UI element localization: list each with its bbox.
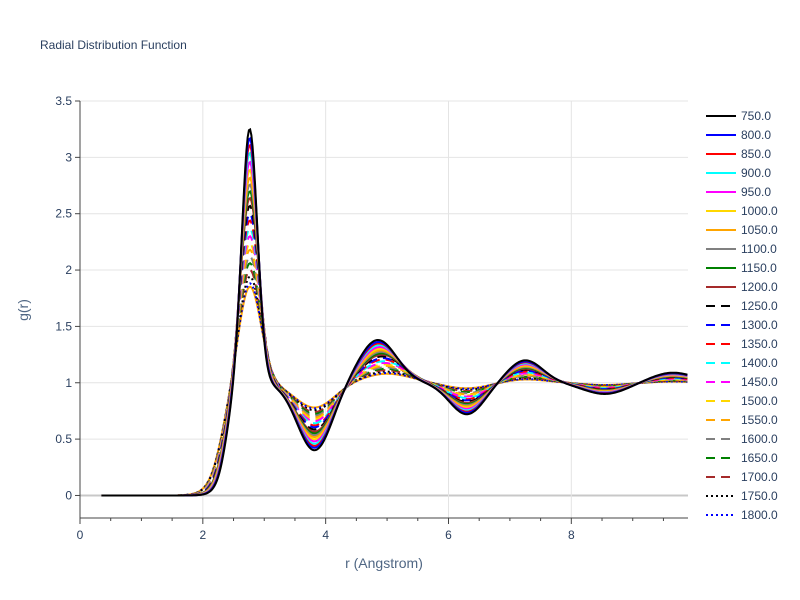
legend-label: 1650.0: [741, 451, 778, 465]
legend-label: 1700.0: [741, 470, 778, 484]
x-tick-label: 4: [322, 528, 329, 542]
axis-layer: 0 0.5 1 1.5 2 2.5 3 3.5 0 2 4 6 8: [55, 94, 688, 542]
series-line-1250.0: [101, 204, 688, 497]
legend-label: 950.0: [741, 185, 771, 199]
series-line-1050.0: [101, 176, 688, 497]
grid-layer: [80, 100, 688, 518]
legend-item[interactable]: 1500.0: [706, 394, 778, 408]
series-line-1600.0: [101, 255, 688, 497]
legend-label: 1400.0: [741, 356, 778, 370]
legend-label: 900.0: [741, 166, 771, 180]
x-tick-label: 2: [199, 528, 206, 542]
y-tick-label: 1.5: [55, 319, 72, 333]
legend-item[interactable]: 850.0: [706, 147, 771, 161]
y-tick-label: 0: [65, 488, 72, 502]
legend-label: 1600.0: [741, 432, 778, 446]
x-axis-title: r (Angstrom): [345, 555, 423, 571]
series-line-800.0: [101, 136, 688, 497]
legend-item[interactable]: 1250.0: [706, 299, 778, 313]
legend-item[interactable]: 1150.0: [706, 261, 777, 275]
legend-item[interactable]: 1400.0: [706, 356, 778, 370]
x-tick-label: 0: [77, 528, 84, 542]
series-line-1000.0: [101, 168, 688, 497]
legend-item[interactable]: 750.0: [706, 109, 771, 123]
legend-label: 1250.0: [741, 299, 778, 313]
series-line-750.0: [101, 127, 688, 497]
y-axis-title: g(r): [15, 299, 31, 321]
legend-item[interactable]: 1800.0: [706, 508, 778, 522]
legend-label: 1350.0: [741, 337, 778, 351]
legend-label: 1450.0: [741, 375, 778, 389]
legend-item[interactable]: 1550.0: [706, 413, 778, 427]
legend-item[interactable]: 1200.0: [706, 280, 778, 294]
legend-item[interactable]: 1700.0: [706, 470, 778, 484]
legend-label: 1050.0: [741, 223, 778, 237]
series-line-950.0: [101, 160, 688, 497]
legend-label: 1000.0: [741, 204, 778, 218]
series-line-850.0: [101, 143, 688, 497]
y-tick-label: 0.5: [55, 432, 72, 446]
chart-title: Radial Distribution Function: [40, 38, 187, 52]
series-line-1450.0: [101, 235, 688, 497]
legend-item[interactable]: 1300.0: [706, 318, 778, 332]
y-tick-label: 3: [65, 150, 72, 164]
y-tick-label: 3.5: [55, 94, 72, 108]
legend-label: 850.0: [741, 147, 771, 161]
legend-item[interactable]: 1650.0: [706, 451, 778, 465]
legend-label: 1500.0: [741, 394, 778, 408]
x-tick-label: 8: [568, 528, 575, 542]
legend-label: 1150.0: [741, 261, 777, 275]
legend-label: 1100.0: [741, 242, 777, 256]
legend-label: 1300.0: [741, 318, 778, 332]
legend-label: 1800.0: [741, 508, 778, 522]
series-line-1100.0: [101, 183, 688, 497]
series-line-900.0: [101, 151, 688, 497]
series-line-1650.0: [101, 262, 688, 497]
y-tick-label: 1: [65, 376, 72, 390]
legend-item[interactable]: 1050.0: [706, 223, 778, 237]
legend-item[interactable]: 1450.0: [706, 375, 778, 389]
legend-label: 1200.0: [741, 280, 778, 294]
series-line-1200.0: [101, 196, 688, 497]
series-line-1400.0: [101, 227, 688, 497]
series-line-1150.0: [101, 189, 688, 497]
legend-label: 1750.0: [741, 489, 778, 503]
x-tick-label: 6: [445, 528, 452, 542]
legend-item[interactable]: 900.0: [706, 166, 771, 180]
y-tick-label: 2: [65, 263, 72, 277]
legend-label: 750.0: [741, 109, 771, 123]
legend[interactable]: 750.0 800.0 850.0 900.0 950.0 1000.0 1050.0 110…: [706, 109, 778, 522]
legend-label: 1550.0: [741, 413, 778, 427]
legend-item[interactable]: 1600.0: [706, 432, 778, 446]
legend-item[interactable]: 950.0: [706, 185, 771, 199]
legend-item[interactable]: 1000.0: [706, 204, 778, 218]
y-tick-label: 2.5: [55, 207, 72, 221]
series-line-1800.0: [101, 282, 688, 497]
legend-item[interactable]: 800.0: [706, 128, 771, 142]
legend-item[interactable]: 1750.0: [706, 489, 778, 503]
series-layer: [101, 127, 688, 497]
legend-label: 800.0: [741, 128, 771, 142]
legend-item[interactable]: 1100.0: [706, 242, 777, 256]
legend-item[interactable]: 1350.0: [706, 337, 778, 351]
